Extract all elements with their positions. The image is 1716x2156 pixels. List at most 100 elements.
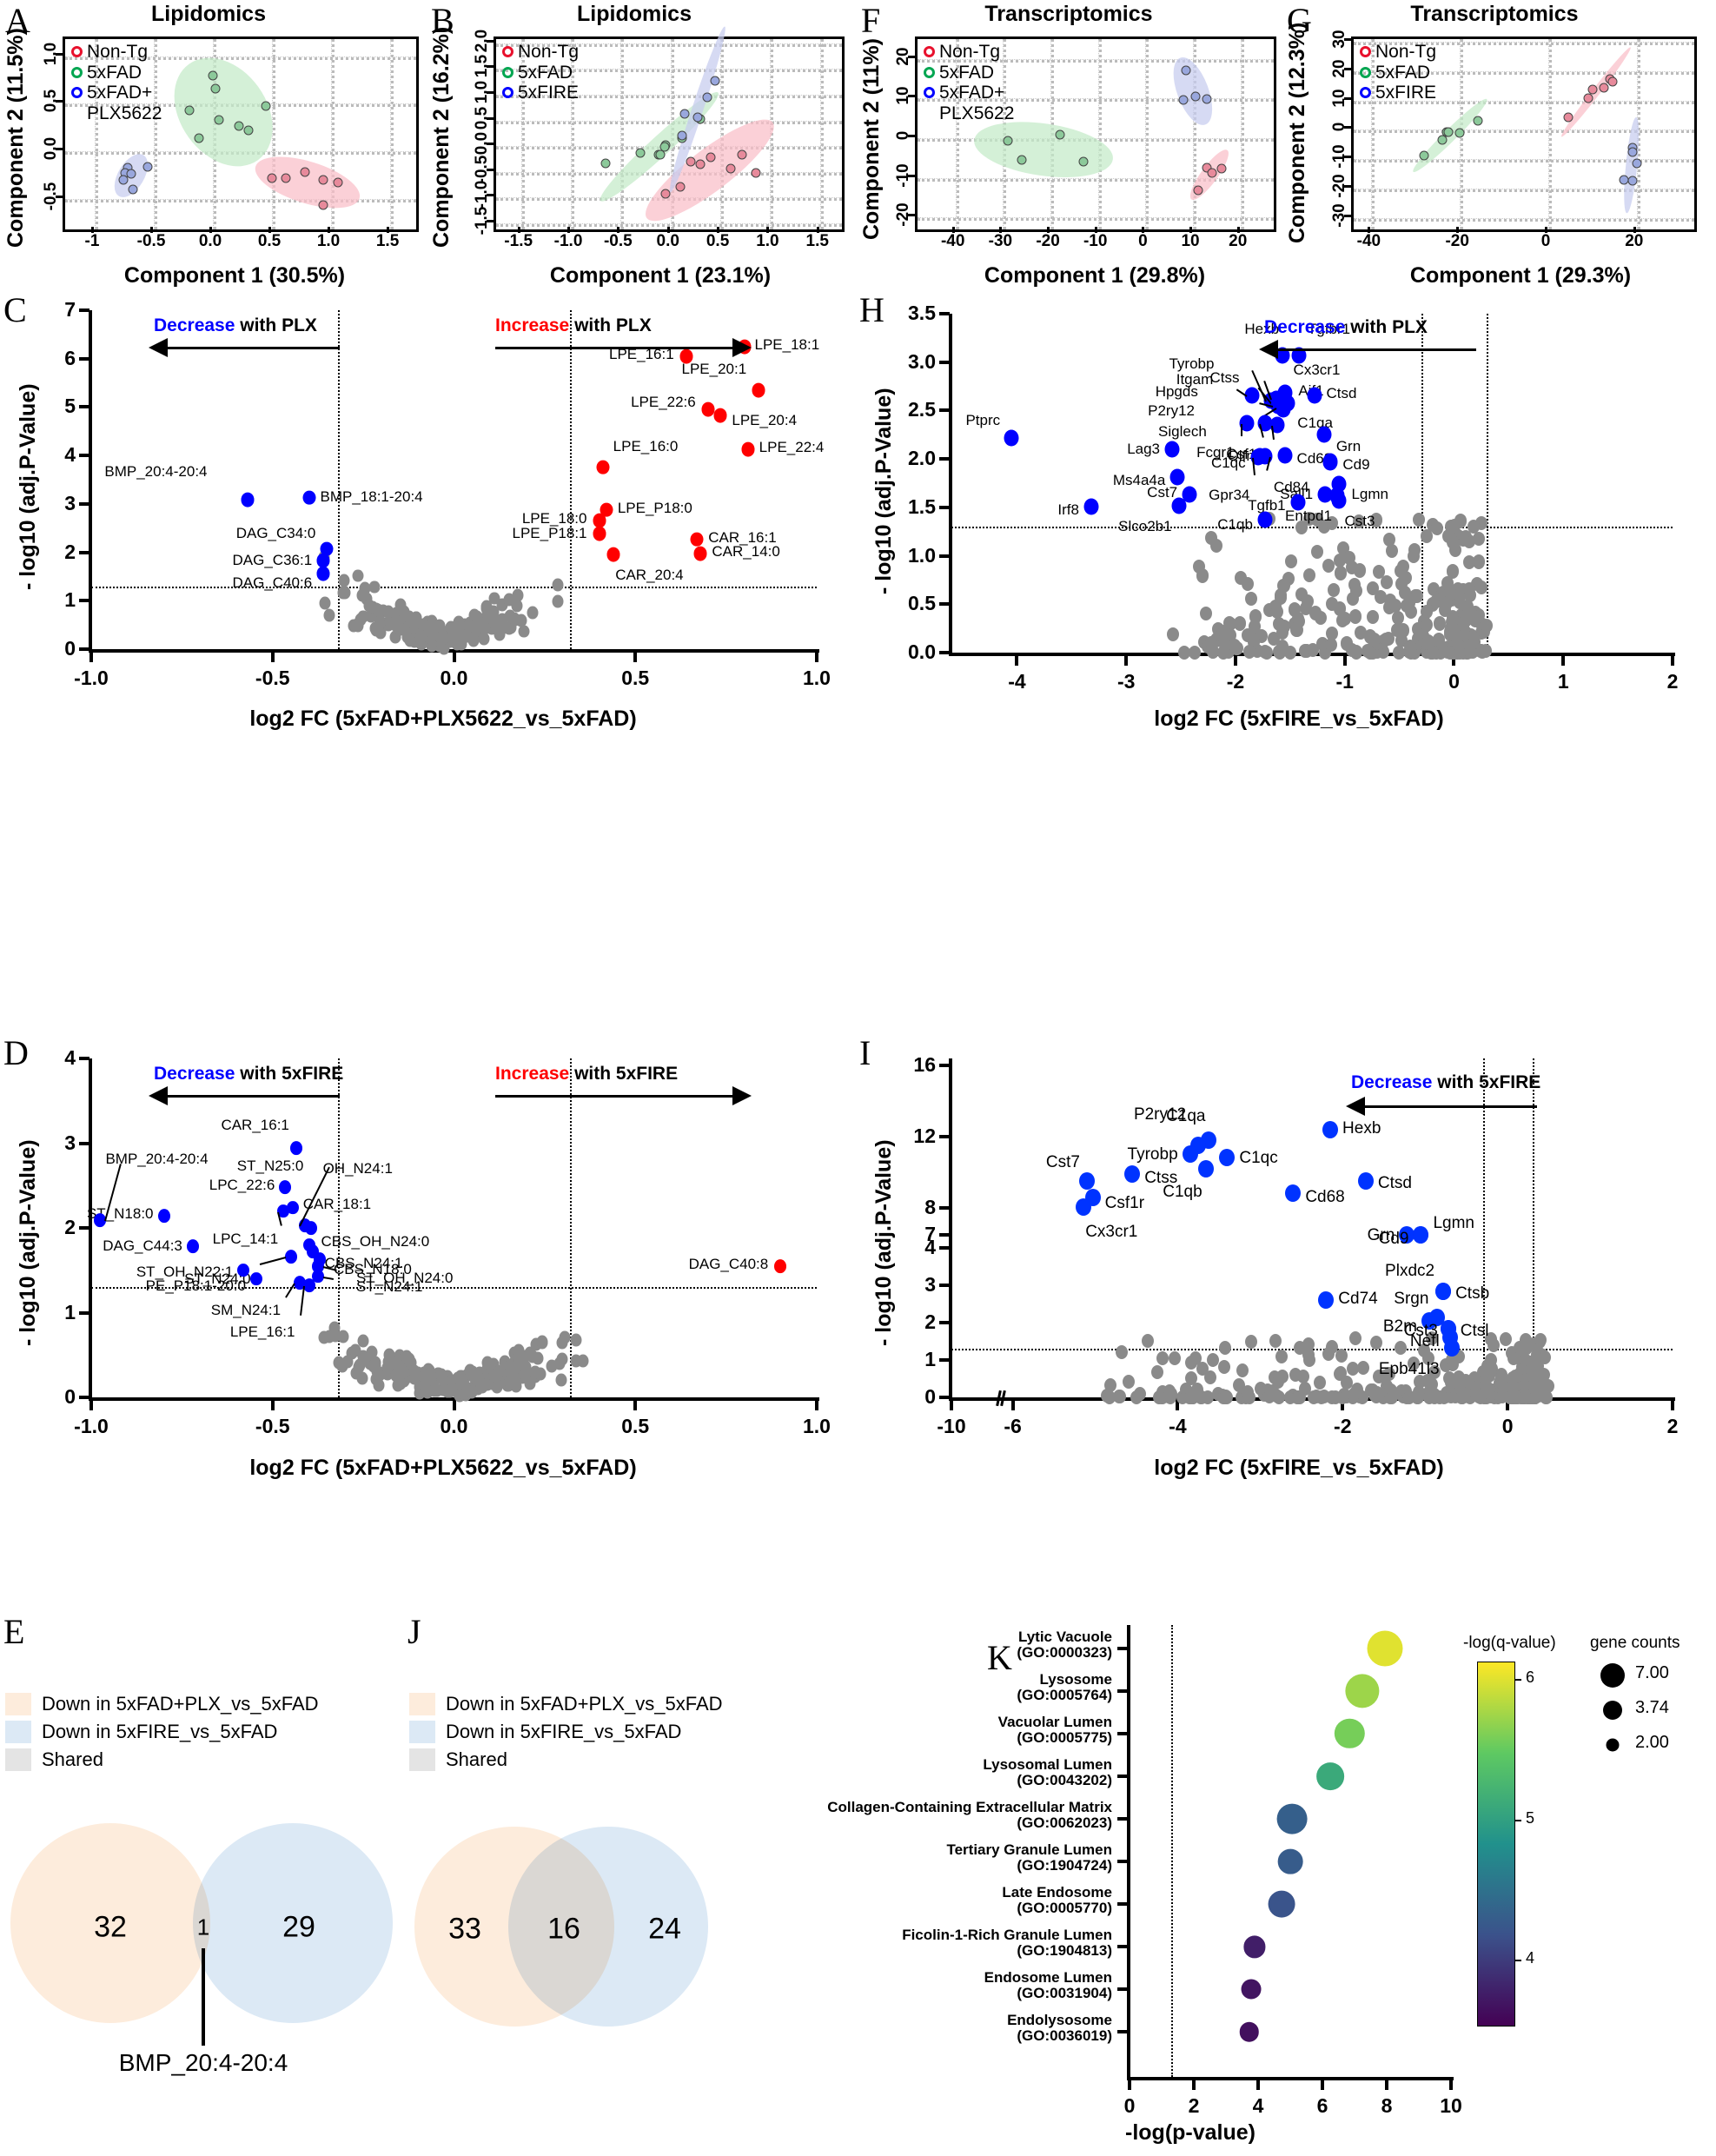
go-dot [1276, 1803, 1308, 1834]
x-tick-mark [270, 1400, 275, 1410]
x-tick-mark [1047, 227, 1050, 233]
decrease-highlight: Decrease [154, 1064, 235, 1084]
data-point [281, 173, 291, 183]
decrease-rest: with 5xFIRE [235, 1064, 344, 1084]
legend-label: 5xFAD [939, 62, 995, 83]
data-point [1178, 95, 1189, 105]
data-point [635, 148, 646, 158]
legend-marker-5xfad- [924, 87, 935, 99]
venn-count-left: 32 [94, 1910, 127, 1944]
significant-point-label: DAG_C40:6 [232, 574, 313, 592]
colorbar-tick-label: 6 [1526, 1668, 1535, 1686]
p-threshold-line [1171, 1625, 1174, 2077]
nonsignificant-point [1347, 1387, 1360, 1402]
y-tick-mark [939, 1232, 950, 1237]
x-tick-mark [1094, 227, 1097, 233]
nonsignificant-point [1361, 644, 1374, 659]
nonsignificant-point [422, 620, 434, 634]
panel-b-title: Lipidomics [577, 2, 692, 26]
significant-point-label: Plxdc2 [1385, 1261, 1435, 1280]
nonsignificant-point [1218, 1340, 1231, 1355]
panel-f-title: Transcriptomics [984, 2, 1153, 26]
nonsignificant-point [333, 1356, 345, 1370]
nonsignificant-point [1284, 554, 1297, 569]
colorbar-tick-mark [1515, 1819, 1521, 1821]
nonsignificant-point [1448, 518, 1461, 533]
significant-point [693, 546, 707, 561]
nonsignificant-point [504, 1359, 516, 1373]
go-dot [1268, 1890, 1295, 1918]
y-tick-mark [56, 52, 63, 56]
significant-point [1124, 1164, 1141, 1183]
data-point [1437, 135, 1448, 145]
data-point [300, 167, 310, 177]
significant-point [186, 1239, 199, 1254]
data-point [686, 156, 696, 167]
y-tick-mark [79, 647, 89, 651]
y-tick-mark [908, 95, 915, 98]
decrease-rest: with PLX [235, 315, 317, 335]
colorbar-tick-label: 4 [1526, 1949, 1535, 1967]
significant-point [1078, 1171, 1095, 1190]
nonsignificant-point [1235, 571, 1248, 586]
panel-g: G Transcriptomics Component 2 (12.3%) Co… [1282, 0, 1716, 288]
nonsignificant-point [373, 1378, 385, 1392]
legend-item: 5xFAD [1360, 63, 1436, 83]
significant-point [1307, 387, 1322, 404]
go-term-name: Late Endosome [1002, 1884, 1112, 1901]
colorbar-tick-label: 5 [1526, 1808, 1535, 1827]
nonsignificant-point [1402, 1390, 1415, 1404]
x-tick-mark [1236, 227, 1240, 233]
significant-point [1169, 468, 1185, 486]
nonsignificant-point [529, 1365, 541, 1379]
decrease-arrow-head [149, 338, 168, 357]
go-term-label: Lysosome (GO:0005764) [747, 1672, 1112, 1703]
y-tick-label: 2 [64, 1216, 76, 1238]
legend-item: Down in 5xFAD+PLX_vs_5xFAD [5, 1693, 319, 1715]
y-tick-mark [908, 214, 915, 217]
y-tick-mark [939, 651, 950, 654]
nonsignificant-point [1150, 1364, 1163, 1379]
nonsignificant-point [1454, 1390, 1468, 1404]
x-tick-label: 0.5 [706, 232, 730, 250]
panel-f-letter: F [861, 1, 881, 40]
nonsignificant-point [1101, 1389, 1114, 1403]
cluster-ellipse-non-tg [633, 105, 785, 235]
nonsignificant-point [1242, 1384, 1255, 1399]
nonsignificant-point [1249, 609, 1262, 624]
legend-swatch-down-fire [5, 1721, 31, 1743]
nonsignificant-point [488, 1369, 500, 1383]
gridline-horizontal [496, 222, 842, 227]
legend-swatch-shared [5, 1748, 31, 1771]
fc-threshold-line [1487, 314, 1489, 653]
x-tick-label: 0 [1138, 232, 1148, 250]
data-point [677, 130, 687, 141]
y-tick-mark [1117, 1860, 1128, 1864]
nonsignificant-point [1183, 1390, 1196, 1404]
data-point [318, 200, 328, 210]
legend-item: Down in 5xFIRE_vs_5xFAD [409, 1721, 723, 1743]
nonsignificant-point [1130, 1390, 1143, 1404]
y-tick-mark [939, 1396, 950, 1399]
data-point [1017, 155, 1027, 165]
legend-label: PLX5622 [87, 103, 162, 123]
go-term-label: Lytic Vacuole (GO:0000323) [747, 1629, 1112, 1661]
significant-point [593, 513, 606, 528]
panel-g-letter: G [1287, 1, 1312, 40]
y-tick-mark [487, 168, 494, 171]
panel-d-xlabel: log2 FC (5xFAD+PLX5622_vs_5xFAD) [249, 1456, 637, 1480]
y-tick-mark [56, 195, 63, 198]
x-tick-mark [666, 227, 670, 233]
y-tick-label: 3 [64, 1131, 76, 1154]
data-point [1216, 163, 1227, 174]
nonsignificant-point [496, 613, 508, 627]
x-tick-label: -4 [1169, 1415, 1187, 1437]
label-leader-line [1240, 423, 1242, 436]
data-point [1443, 127, 1454, 137]
y-tick-mark [1344, 156, 1351, 159]
y-tick-mark [939, 1063, 950, 1067]
nonsignificant-point [1348, 1330, 1362, 1345]
nonsignificant-point [1462, 554, 1475, 570]
panel-h: H - log10 (adj.P-Value) log2 FC (5xFIRE_… [856, 291, 1716, 739]
significant-point [1197, 1159, 1214, 1178]
